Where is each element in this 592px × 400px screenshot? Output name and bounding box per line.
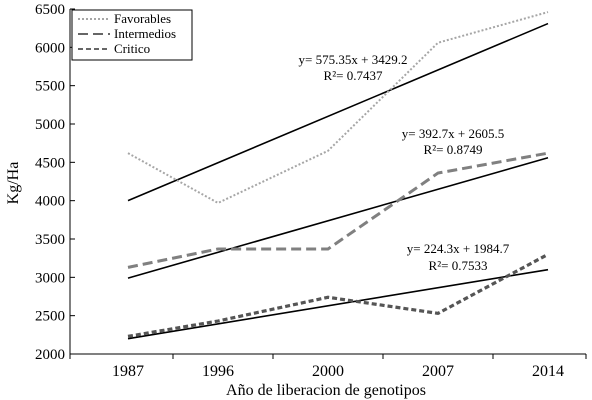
trend-annotations: y= 575.35x + 3429.2R²= 0.7437 y= 392.7x +… [299,52,510,273]
series-line-critico [127,252,549,338]
trend-r-squared: R²= 0.7533 [429,258,488,273]
y-tick-label: 3500 [35,232,65,248]
y-tick-label: 4500 [35,155,65,171]
trend-equation: y= 575.35x + 3429.2 [299,52,408,67]
trend-line-critico [127,268,549,340]
x-tick-label: 2000 [312,363,344,380]
series-lines [127,11,549,338]
trend-equation: y= 392.7x + 2605.5 [402,126,504,141]
y-tick-label: 5000 [35,117,65,133]
y-tick-label: 6500 [35,2,65,18]
y-tick-label: 2500 [35,309,65,325]
x-ticks: 1987 1996 2000 2007 2014 [69,354,587,380]
x-tick-label: 2007 [422,363,454,380]
trend-equation: y= 224.3x + 1984.7 [407,241,510,256]
y-axis-label: Kg/Ha [5,162,22,205]
x-tick-label: 1987 [112,363,144,380]
trend-line-favorables [127,22,549,202]
trend-r-squared: R²= 0.7437 [324,68,383,83]
y-ticks: 2000 2500 3000 3500 4000 4500 5000 5500 6000 6500 [35,2,75,363]
series-line-favorables [127,11,549,205]
y-tick-label: 2000 [35,347,65,363]
y-tick-label: 3000 [35,270,65,286]
trend-r-squared: R²= 0.8749 [424,142,483,157]
y-tick-label: 4000 [35,194,65,210]
trend-line-intermedios [127,156,549,279]
x-tick-label: 2014 [532,363,564,380]
x-axis-label: Año de liberacion de genotipos [226,382,426,399]
legend-label: Critico [114,41,150,56]
legend-label: Favorables [114,11,171,26]
series-line-intermedios [127,151,549,269]
legend-label: Intermedios [114,26,176,41]
axes [69,9,586,355]
y-tick-label: 5500 [35,79,65,95]
trend-lines [127,22,549,340]
y-tick-label: 6000 [35,40,65,56]
x-tick-label: 1996 [202,363,234,380]
